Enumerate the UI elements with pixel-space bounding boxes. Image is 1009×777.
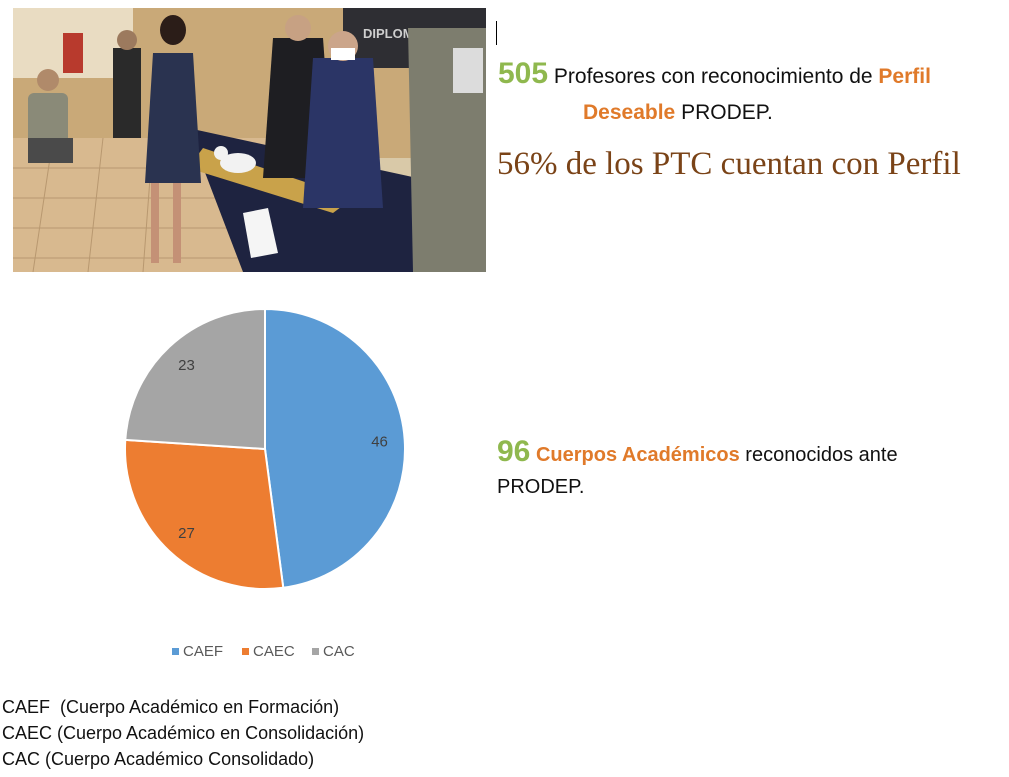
legend-swatch-cac (312, 648, 319, 655)
cuerpos-academicos-pie-chart: 46 27 23 CAEF CAEC CAC (100, 296, 430, 676)
pie-label-cac: 23 (178, 357, 195, 374)
event-photo: DIPLOMADO DE (13, 8, 486, 272)
note-caef: CAEF (Cuerpo Académico en Formación) (2, 697, 340, 717)
pie-chart-svg: 46 27 23 CAEF CAEC CAC (124, 307, 406, 660)
note-cac: CAC (Cuerpo Académico Consolidado) (2, 749, 315, 769)
pie-slice-caef (264, 307, 406, 589)
cuerpos-stat: 96 Cuerpos Académicos reconocidos ante P… (497, 436, 997, 503)
legend-swatch-caec (242, 648, 249, 655)
legend-label-cac: CAC (323, 643, 355, 660)
legend-label-caec: CAEC (253, 643, 295, 660)
legend-swatch-caef (172, 648, 179, 655)
cuerpos-text: reconocidos ante (745, 444, 898, 466)
perfil-word: Perfil (878, 65, 931, 88)
profesores-number: 505 (498, 57, 549, 90)
text-cursor (496, 21, 497, 45)
ptc-percentage-text: 56% de los PTC cuentan con Perfil (497, 146, 961, 182)
profesores-line-2: Deseable PRODEP. (498, 95, 1003, 131)
profesores-stat: 505 Profesores con reconocimiento de Per… (498, 56, 1003, 131)
cuerpos-number: 96 (497, 435, 531, 468)
deseable-word: Deseable (583, 101, 676, 124)
abbreviation-notes: CAEF (Cuerpo Académico en Formación) CAE… (2, 694, 364, 772)
prodep-text-2: PRODEP. (497, 476, 585, 498)
cuerpos-label: Cuerpos Académicos (535, 444, 740, 466)
note-caec: CAEC (Cuerpo Académico en Consolidación) (2, 723, 365, 743)
profesores-text: Profesores con reconocimiento de (553, 65, 873, 88)
prodep-text-1: PRODEP. (681, 101, 773, 124)
pie-slice-cac (124, 307, 266, 451)
legend-label-caef: CAEF (183, 643, 223, 660)
pie-label-caef: 46 (371, 433, 388, 450)
pie-slice-caec (124, 438, 285, 590)
event-photo-illustration: DIPLOMADO DE (13, 8, 486, 272)
pie-label-caec: 27 (178, 525, 195, 542)
